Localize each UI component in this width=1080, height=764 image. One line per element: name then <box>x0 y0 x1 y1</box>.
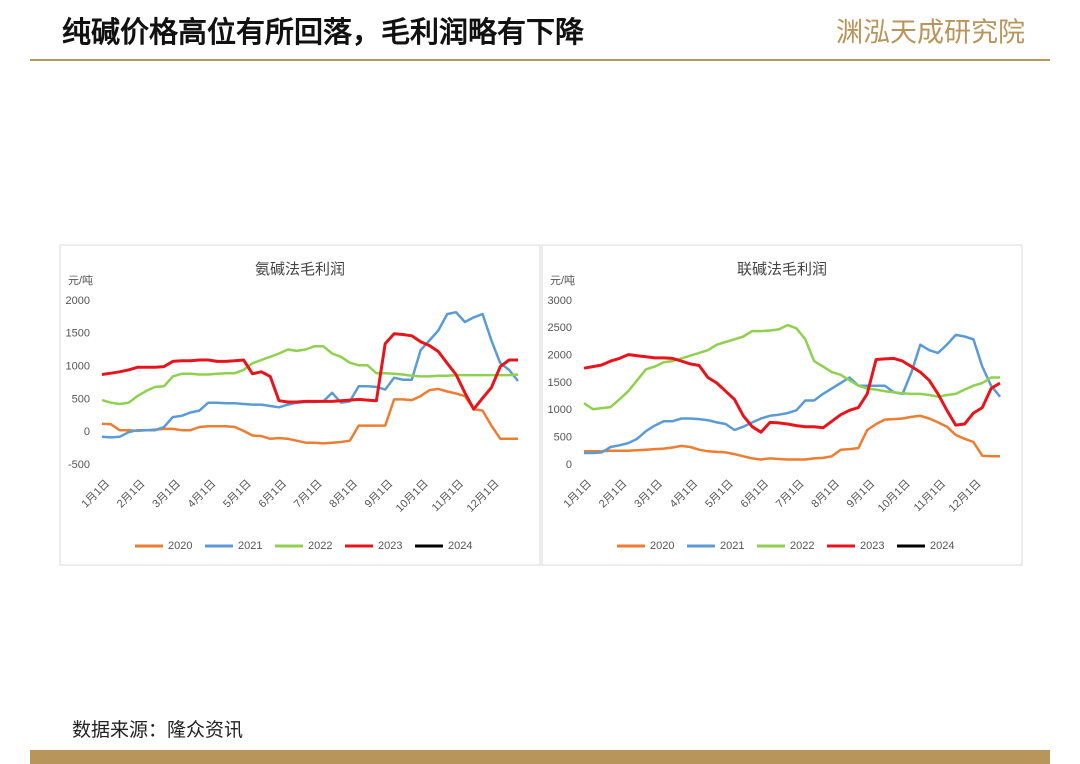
x-tick-label: 8月1日 <box>327 478 360 511</box>
legend-label: 2024 <box>448 540 472 552</box>
legend-label: 2023 <box>378 540 402 552</box>
y-tick-label: 0 <box>566 459 572 471</box>
y-tick-label: 0 <box>84 426 90 438</box>
series-line <box>583 323 1000 411</box>
footer-band <box>30 750 1050 764</box>
slide-title: 纯碱价格高位有所回落，毛利润略有下降 <box>62 15 585 49</box>
x-tick-label: 10月1日 <box>876 478 913 515</box>
x-tick-label: 6月1日 <box>738 478 771 511</box>
series-line <box>584 414 1000 461</box>
y-tick-label: 1500 <box>548 377 572 389</box>
y-tick-label: 2000 <box>66 295 90 307</box>
chart-frame <box>59 244 541 566</box>
y-tick-label: -500 <box>68 459 90 471</box>
x-tick-label: 4月1日 <box>186 478 219 511</box>
x-tick-label: 11月1日 <box>430 478 466 514</box>
x-tick-label: 9月1日 <box>845 478 878 511</box>
y-tick-label: 2500 <box>548 322 572 334</box>
x-tick-label: 3月1日 <box>632 478 665 511</box>
legend-label: 2022 <box>790 540 814 552</box>
series-line <box>584 333 1001 455</box>
x-tick-label: 2月1日 <box>597 478 630 511</box>
x-tick-label: 9月1日 <box>363 478 396 511</box>
legend-label: 2020 <box>650 540 674 552</box>
chart-title: 氨碱法毛利润 <box>255 260 345 278</box>
x-tick-label: 7月1日 <box>774 478 807 511</box>
legend-label: 2020 <box>168 540 192 552</box>
y-tick-label: 500 <box>72 393 90 405</box>
x-tick-label: 6月1日 <box>256 478 289 511</box>
legend-label: 2022 <box>308 540 332 552</box>
series-line <box>101 332 518 411</box>
y-axis-label: 元/吨 <box>68 274 93 287</box>
legend-label: 2021 <box>238 540 262 552</box>
x-tick-label: 8月1日 <box>809 478 842 511</box>
y-tick-label: 3000 <box>548 295 572 307</box>
series-line <box>101 345 519 406</box>
x-tick-label: 12月1日 <box>947 478 984 515</box>
source-note: 数据来源：隆众资讯 <box>72 719 243 741</box>
logo: 渊泓天成研究院 <box>836 18 1025 49</box>
x-tick-label: 5月1日 <box>221 478 254 511</box>
chart-title: 联碱法毛利润 <box>737 260 827 278</box>
y-tick-label: 1500 <box>66 328 90 340</box>
x-tick-label: 12月1日 <box>465 478 502 515</box>
x-tick-label: 1月1日 <box>79 478 112 511</box>
x-tick-label: 7月1日 <box>292 478 325 511</box>
series-line <box>101 387 518 445</box>
series-line <box>583 353 1001 434</box>
x-tick-label: 2月1日 <box>115 478 148 511</box>
legend-label: 2021 <box>720 540 744 552</box>
legend-label: 2023 <box>860 540 884 552</box>
x-tick-label: 3月1日 <box>150 478 183 511</box>
x-tick-label: 4月1日 <box>668 478 701 511</box>
y-tick-label: 500 <box>554 432 572 444</box>
y-tick-label: 1000 <box>548 404 572 416</box>
x-tick-label: 10月1日 <box>394 478 431 515</box>
legend-label: 2024 <box>930 540 954 552</box>
x-tick-label: 5月1日 <box>703 478 736 511</box>
x-tick-label: 11月1日 <box>912 478 948 514</box>
y-tick-label: 1000 <box>66 361 90 373</box>
y-axis-label: 元/吨 <box>550 274 575 287</box>
y-tick-label: 2000 <box>548 350 572 362</box>
chart-frame <box>541 244 1023 566</box>
x-tick-label: 1月1日 <box>561 478 594 511</box>
